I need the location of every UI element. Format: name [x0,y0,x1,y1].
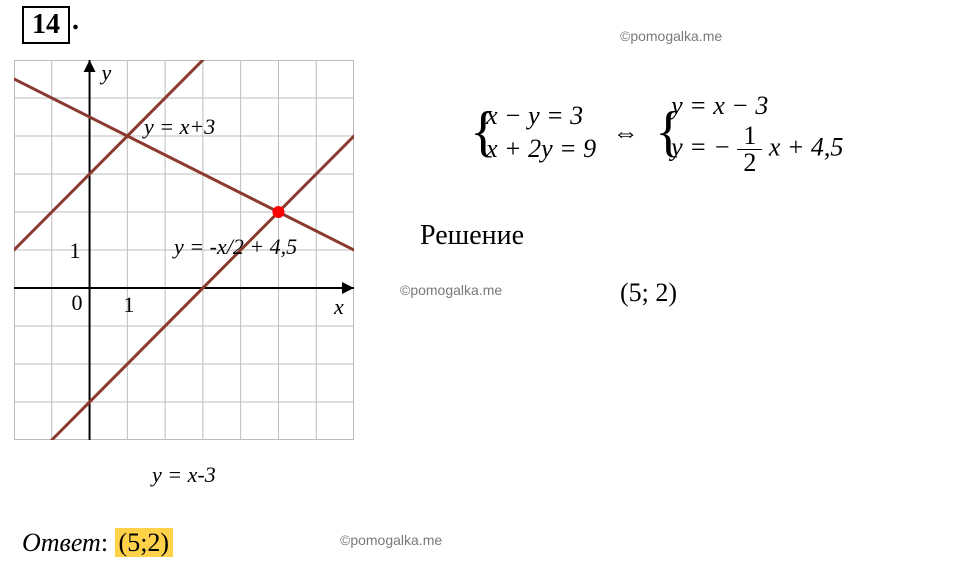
system-left: { x − y = 3 x + 2y = 9 [470,100,596,165]
answer-line: Ответ: (5;2) [22,528,173,558]
svg-text:1: 1 [70,238,81,263]
system-right: { y = x − 3 y = − 1 2 x + 4,5 [655,90,843,176]
fraction: 1 2 [737,123,762,176]
fraction-den: 2 [737,150,762,176]
graph-container: 011xy y = x+3 y = x-3 y = -x/2 + 4,5 [14,60,374,480]
eq-right-row1: y = x − 3 [671,90,843,123]
eq-right-row2: y = − 1 2 x + 4,5 [671,123,843,176]
watermark: ©pomogalka.me [620,28,722,44]
eq-left-row1: x − y = 3 [486,100,596,133]
line-caption: y = x-3 [152,462,216,488]
line-caption: y = x+3 [144,114,215,140]
svg-text:0: 0 [72,290,83,315]
colon: : [101,528,115,557]
line-caption: y = -x/2 + 4,5 [174,234,297,260]
watermark: ©pomogalka.me [340,532,442,548]
watermark: ©pomogalka.me [400,282,502,298]
equiv-symbol: ⇔ [613,118,639,148]
equation-systems: { x − y = 3 x + 2y = 9 ⇔ { y = x − 3 y =… [470,90,843,176]
solution-point: (5; 2) [620,278,677,308]
fraction-num: 1 [737,123,762,150]
svg-text:1: 1 [123,292,134,317]
answer-label: Ответ [22,528,101,557]
svg-text:y: y [100,60,112,85]
brace-icon: { [655,104,682,160]
eq-left-row2: x + 2y = 9 [486,133,596,166]
problem-number-dot: . [72,5,79,37]
problem-number: 14 [32,9,60,40]
brace-icon: { [470,104,497,160]
answer-value: (5;2) [115,528,174,557]
eq-right-row2-suffix: x + 4,5 [769,132,844,161]
solution-label: Решение [420,220,524,252]
svg-text:x: x [333,294,344,319]
problem-number-box: 14 [22,6,70,44]
